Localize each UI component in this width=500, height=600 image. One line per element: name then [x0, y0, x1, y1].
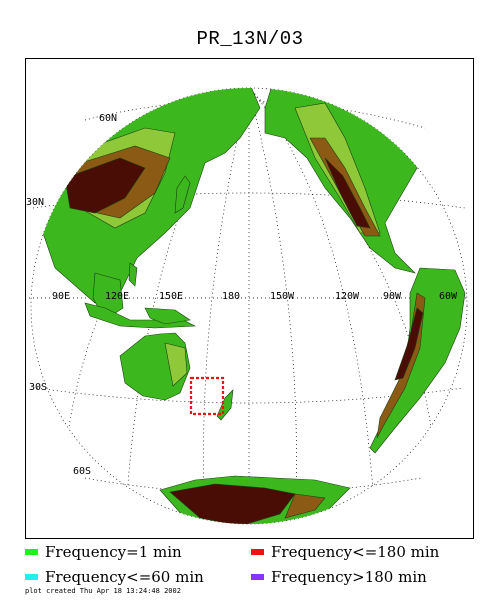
legend-swatch-cyan — [25, 574, 38, 580]
legend-item-over180min: Frequency>180 min — [251, 568, 427, 586]
map-border — [25, 58, 474, 539]
philippines — [128, 262, 138, 287]
lon-label-90w: 90W — [383, 291, 402, 302]
tibet-plateau — [64, 157, 146, 214]
lon-label-60w: 60W — [439, 291, 458, 302]
plot-footer: plot created Thu Apr 18 13:24:48 2002 — [25, 587, 181, 595]
lon-label-180: 180 — [222, 291, 240, 302]
lat-label-30s: 30S — [29, 382, 47, 393]
region-box — [189, 376, 225, 416]
japan-islands — [174, 175, 191, 214]
legend-label: Frequency<=180 min — [271, 543, 440, 561]
legend-label: Frequency=1 min — [45, 543, 182, 561]
antarctica-ice — [169, 483, 296, 524]
antarctica-highland — [284, 493, 326, 519]
legend-item-180min: Frequency<=180 min — [251, 543, 439, 561]
new-zealand — [216, 389, 234, 421]
legend-label: Frequency>180 min — [271, 568, 427, 586]
andes-peak — [394, 307, 424, 381]
lon-label-150e: 150E — [159, 291, 183, 302]
rockies-peak — [324, 157, 371, 229]
australia-highland — [164, 342, 188, 387]
legend-item-60min: Frequency<=60 min — [25, 568, 204, 586]
legend-swatch-green — [25, 549, 38, 555]
lon-label-120w: 120W — [335, 291, 360, 302]
lon-label-120e: 120E — [105, 291, 129, 302]
lat-label-60n: 60N — [99, 113, 117, 124]
lon-label-150w: 150W — [270, 291, 295, 302]
lat-label-60s: 60S — [73, 466, 91, 477]
legend-item-1min: Frequency=1 min — [25, 543, 182, 561]
globe-outline — [30, 87, 468, 525]
new-guinea — [144, 307, 191, 325]
plot-title: PR_13N/03 — [196, 28, 304, 50]
legend-swatch-red — [251, 549, 264, 555]
legend-label: Frequency<=60 min — [45, 568, 204, 586]
globe-map: 60N 30N 30S 60S 90E 120E 150E 180 150W 1… — [25, 58, 474, 539]
land-masses — [42, 88, 466, 524]
legend-swatch-purple — [251, 574, 264, 580]
lon-label-90e: 90E — [52, 291, 70, 302]
lat-label-30n: 30N — [26, 197, 44, 208]
